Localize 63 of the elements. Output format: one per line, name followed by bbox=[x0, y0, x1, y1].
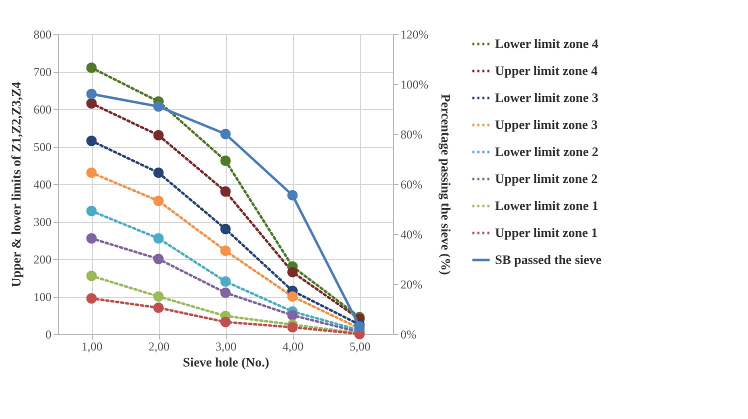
point bbox=[86, 98, 97, 109]
y2-tick-label: 40% bbox=[400, 228, 422, 242]
point bbox=[153, 196, 164, 206]
point bbox=[153, 291, 164, 302]
y-tick-label: 400 bbox=[34, 178, 52, 192]
point bbox=[86, 270, 97, 282]
legend-label: Upper limit zone 2 bbox=[495, 171, 598, 186]
point bbox=[86, 168, 97, 178]
point bbox=[287, 190, 298, 200]
point bbox=[287, 322, 298, 332]
point bbox=[153, 168, 164, 178]
y-tick-label: 200 bbox=[34, 252, 52, 266]
y2-tick-label: 60% bbox=[400, 178, 422, 192]
point bbox=[86, 293, 97, 304]
y-tick-label: 500 bbox=[34, 140, 52, 154]
y-tick-label: 300 bbox=[34, 215, 52, 229]
x-tick-label: 5,00 bbox=[350, 340, 370, 354]
x-tick-label: 2,00 bbox=[148, 340, 170, 354]
point bbox=[287, 310, 298, 320]
y2-tick-label: 80% bbox=[400, 128, 422, 142]
point bbox=[220, 128, 231, 140]
y2-tick-label: 100% bbox=[400, 78, 428, 92]
legend-label: Lower limit zone 2 bbox=[495, 144, 598, 159]
y-tick-label: 0 bbox=[46, 328, 52, 342]
y2-tick-label: 0% bbox=[400, 328, 416, 342]
y-tick-label: 600 bbox=[34, 102, 52, 116]
legend-label: Lower limit zone 3 bbox=[495, 90, 599, 105]
legend-label: Lower limit zone 1 bbox=[495, 198, 598, 213]
point bbox=[153, 130, 164, 140]
point bbox=[86, 233, 97, 244]
point bbox=[220, 276, 231, 287]
y2-tick-label: 120% bbox=[400, 28, 428, 42]
x-tick-label: 3,00 bbox=[216, 340, 236, 354]
point bbox=[86, 62, 97, 73]
point bbox=[220, 316, 231, 328]
point bbox=[220, 246, 231, 256]
y-tick-label: 100 bbox=[34, 290, 52, 304]
y-tick-label: 800 bbox=[34, 28, 52, 42]
legend-label: Upper limit zone 3 bbox=[495, 117, 598, 132]
point bbox=[153, 101, 164, 112]
x-axis-title: Sieve hole (No.) bbox=[182, 354, 270, 370]
point bbox=[153, 254, 164, 264]
point bbox=[86, 206, 97, 216]
point bbox=[220, 156, 231, 166]
legend-label: Lower limit zone 4 bbox=[495, 36, 599, 51]
x-tick-label: 4,00 bbox=[282, 340, 304, 354]
point bbox=[287, 266, 298, 278]
x-tick-label: 1,00 bbox=[82, 340, 102, 354]
y-axis-title: Upper & lower limits of Z1,Z2,Z3,Z4 bbox=[8, 81, 24, 288]
point bbox=[220, 186, 231, 197]
point bbox=[86, 136, 97, 146]
point bbox=[153, 302, 164, 313]
legend-label: Upper limit zone 4 bbox=[495, 63, 598, 78]
y2-tick-label: 20% bbox=[400, 278, 422, 292]
legend-label: Upper limit zone 1 bbox=[495, 225, 598, 240]
y2-axis-title: Percentage passing the sieve (%) bbox=[438, 94, 454, 276]
point bbox=[153, 233, 164, 244]
point bbox=[220, 224, 231, 234]
point bbox=[86, 88, 97, 100]
point bbox=[287, 291, 298, 302]
legend-label: SB passed the sieve bbox=[495, 252, 602, 267]
y-tick-label: 700 bbox=[34, 65, 52, 79]
point bbox=[220, 288, 231, 298]
